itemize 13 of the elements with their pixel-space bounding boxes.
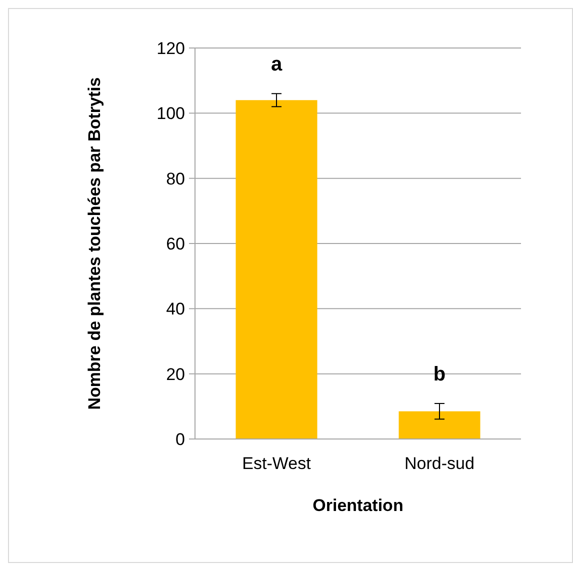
y-tick-label: 0 <box>176 430 185 449</box>
y-tick-label: 80 <box>166 169 185 188</box>
x-tick-label: Est-West <box>242 454 312 473</box>
x-axis-title: Orientation <box>312 496 404 515</box>
y-tick-label: 20 <box>166 364 185 384</box>
x-tick-label: Nord-sud <box>404 454 474 473</box>
y-axis-title: Nombre de plantes touchées par Botrytis <box>84 76 106 412</box>
y-tick-label: 120 <box>156 38 185 58</box>
y-tick-label: 100 <box>156 104 185 124</box>
annotation: a <box>270 54 283 76</box>
y-tick-label: 60 <box>166 234 185 254</box>
y-tick-label: 40 <box>166 300 185 319</box>
annotation: b <box>433 363 446 386</box>
